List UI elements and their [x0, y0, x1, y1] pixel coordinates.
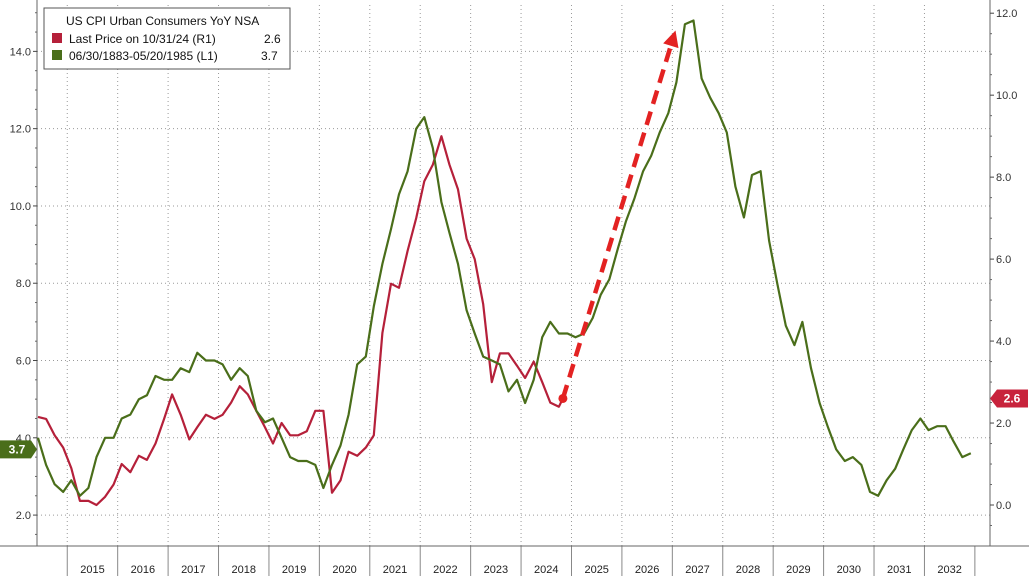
last-value-tag-r1 [990, 389, 1028, 408]
x-tick-label: 2020 [332, 564, 356, 576]
legend-label-l1: 06/30/1883-05/20/1985 (L1) [69, 49, 218, 63]
legend: US CPI Urban Consumers YoY NSA Last Pric… [43, 7, 291, 70]
left-tick-label: 14.0 [10, 46, 31, 58]
arrow-head [663, 30, 679, 49]
x-tick-label: 2029 [786, 564, 810, 576]
legend-value-l1: 3.7 [261, 49, 278, 63]
series-lines [36, 19, 972, 507]
series-line-l1 [36, 19, 972, 497]
left-tick-label: 12.0 [10, 124, 31, 136]
x-tick-label: 2027 [685, 564, 709, 576]
last-value-tag-l1 [0, 440, 37, 459]
x-tick-label: 2017 [181, 564, 205, 576]
right-tick-label: 4.0 [996, 336, 1011, 348]
left-tick-label: 10.0 [10, 201, 31, 213]
left-tick-label: 6.0 [16, 356, 31, 368]
x-tick-label: 2021 [383, 564, 407, 576]
legend-title: US CPI Urban Consumers YoY NSA [66, 14, 259, 28]
legend-value-r1: 2.6 [264, 32, 281, 46]
right-tick-label: 8.0 [996, 172, 1011, 184]
legend-swatch-l1 [52, 50, 62, 60]
right-tick-label: 10.0 [996, 90, 1017, 102]
value-tags: 2.6 3.7 [0, 389, 1028, 459]
x-tick-label: 2025 [584, 564, 608, 576]
arrow-shaft [560, 45, 673, 400]
x-tick-label: 2022 [433, 564, 457, 576]
annotation-arrow [558, 30, 679, 403]
series-line-r1 [37, 135, 564, 507]
last-value-tag-r1-text: 2.6 [1004, 391, 1021, 405]
x-tick-label: 2015 [80, 564, 104, 576]
legend-box [43, 7, 291, 70]
right-tick-label: 2.0 [996, 418, 1011, 430]
x-tick-label: 2026 [635, 564, 659, 576]
right-tick-label: 6.0 [996, 254, 1011, 266]
x-tick-label: 2030 [837, 564, 861, 576]
x-tick-label: 2028 [736, 564, 760, 576]
x-tick-label: 2024 [534, 564, 558, 576]
x-tick-label: 2023 [484, 564, 508, 576]
x-tick-label: 2018 [231, 564, 255, 576]
right-tick-label: 0.0 [996, 500, 1011, 512]
legend-swatch-r1 [52, 33, 62, 43]
grid [37, 5, 990, 546]
last-value-tag-l1-text: 3.7 [9, 442, 26, 456]
left-tick-label: 2.0 [16, 510, 31, 522]
right-tick-label: 12.0 [996, 8, 1017, 20]
x-tick-label: 2016 [131, 564, 155, 576]
x-tick-label: 2032 [937, 564, 961, 576]
left-tick-label: 8.0 [16, 278, 31, 290]
legend-label-r1: Last Price on 10/31/24 (R1) [69, 32, 216, 46]
x-tick-label: 2019 [282, 564, 306, 576]
x-tick-label: 2031 [887, 564, 911, 576]
